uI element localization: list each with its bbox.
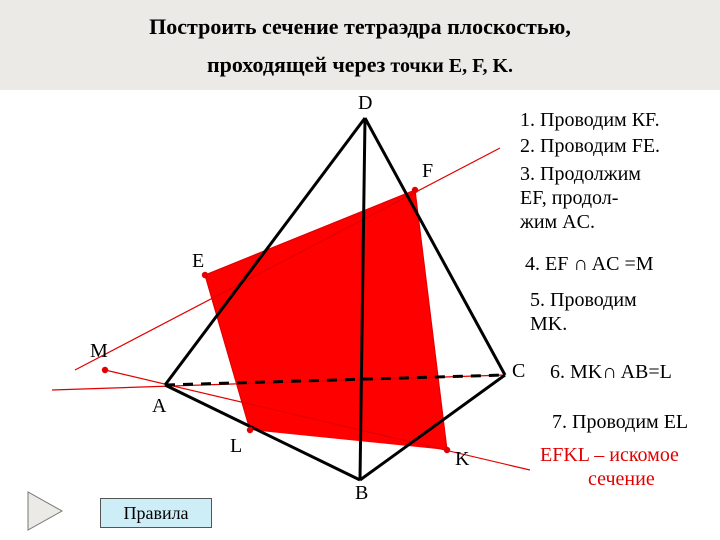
step-3a: 3. Продолжим — [520, 162, 641, 186]
label-a: A — [152, 395, 166, 418]
result-line-2: сечение — [588, 467, 655, 491]
rules-button[interactable]: Правила — [100, 498, 212, 528]
step-7: 7. Проводим EL — [552, 410, 688, 434]
label-d: D — [358, 92, 372, 115]
step-4: 4. EF ∩ AC =M — [525, 252, 654, 276]
label-b: B — [355, 482, 368, 505]
step-3c: жим AC. — [520, 210, 595, 234]
label-k: K — [455, 448, 469, 471]
label-l: L — [230, 435, 242, 458]
label-f: F — [422, 160, 433, 183]
label-m: M — [90, 340, 108, 363]
point-f — [412, 187, 418, 193]
result-line-1: EFKL – искомое — [540, 443, 679, 467]
step-6: 6. MK∩ AB=L — [550, 360, 672, 384]
step-1: 1. Проводим КF. — [520, 108, 660, 132]
stage: Построить сечение тетраэдра плоскостью, … — [0, 0, 720, 540]
step-5b: MK. — [530, 312, 567, 336]
step-2: 2. Проводим FE. — [520, 134, 660, 158]
step-3b: EF, продол- — [520, 186, 618, 210]
point-k — [444, 447, 450, 453]
step-5a: 5. Проводим — [530, 288, 637, 312]
label-c: C — [512, 360, 525, 383]
label-e: E — [192, 250, 204, 273]
point-m — [102, 367, 108, 373]
point-l — [247, 427, 253, 433]
section-polygon — [205, 190, 447, 450]
